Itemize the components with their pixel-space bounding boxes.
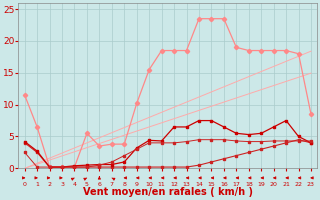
X-axis label: Vent moyen/en rafales ( km/h ): Vent moyen/en rafales ( km/h ) [83, 187, 253, 197]
